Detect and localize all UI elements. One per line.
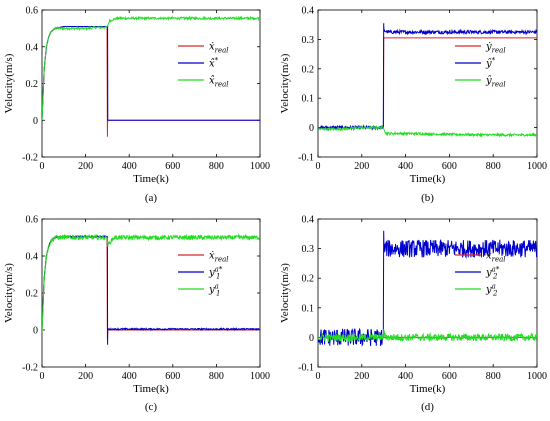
x-tick-label: 800	[486, 161, 501, 172]
y-axis-label: Velocity(m/s)	[3, 53, 15, 113]
x-tick-label: 600	[442, 371, 457, 382]
x-tick-label: 1000	[250, 371, 270, 382]
y-tick-label: 0.3	[302, 35, 315, 46]
x-tick-label: 0	[40, 371, 45, 382]
axes-box	[41, 218, 261, 368]
series-line-3	[42, 233, 260, 332]
chart-panel-2: 0 200 400 600 800 1000-0.100.10.20.30.4ẏrealŷ…	[279, 6, 547, 205]
y-tick-label: 0.1	[302, 303, 315, 314]
x-tick-label: 0	[40, 161, 45, 172]
y-tick-label: 0.2	[302, 64, 315, 75]
legend-label: ẏreal	[485, 42, 506, 55]
x-tick-label: 600	[165, 371, 180, 382]
y-tick-label: 0.4	[26, 42, 39, 53]
y-tick-label: -0.1	[298, 153, 314, 164]
y-tick-label: 0.1	[302, 94, 315, 105]
y-tick-label: 0	[309, 333, 314, 344]
x-tick-label: 1000	[250, 161, 270, 172]
x-tick-label: 200	[78, 371, 93, 382]
x-tick-label: 400	[122, 371, 137, 382]
series-line-2	[318, 230, 537, 347]
legend-label: x̂*	[209, 57, 219, 70]
x-tick-label: 200	[354, 371, 369, 382]
x-tick-label: 200	[78, 161, 93, 172]
chart-panel-1: 0 200 400 600 800 1000-0.200.20.40.6ẋrealx̂*x…	[3, 6, 270, 205]
series-line-3	[318, 124, 537, 138]
y-tick-label: 0.2	[26, 289, 39, 300]
y-tick-label: 0	[309, 123, 314, 134]
y-tick-label: -0.1	[298, 363, 314, 374]
x-axis-label: Time(k)	[133, 383, 169, 395]
series-line-3	[318, 329, 537, 343]
y-tick-label: 0.6	[26, 6, 39, 17]
legend-label: ya 2	[485, 283, 498, 298]
x-tick-label: 400	[398, 161, 413, 172]
legend-label: x̂real	[209, 76, 229, 89]
y-tick-label: 0.6	[26, 215, 39, 226]
y-tick-label: 0.4	[26, 252, 39, 263]
chart-panel-4: 0 200 400 600 800 1000-0.100.10.20.30.4ẋrealy…	[279, 215, 547, 414]
x-tick-label: 0	[316, 371, 321, 382]
x-tick-label: 1000	[527, 161, 547, 172]
axes-box	[41, 9, 261, 158]
x-tick-label: 400	[122, 161, 137, 172]
x-tick-label: 600	[442, 161, 457, 172]
axes-box	[317, 218, 538, 368]
series-line-3	[42, 15, 260, 120]
legend-label: ya* 1	[208, 266, 223, 281]
legend-label: ya 1	[208, 283, 220, 298]
y-tick-label: 0	[33, 116, 38, 127]
panel-caption: (d)	[421, 401, 434, 413]
x-axis-label: Time(k)	[133, 173, 169, 185]
panel-caption: (c)	[145, 401, 158, 413]
panel-caption: (b)	[421, 192, 434, 204]
x-axis-label: Time(k)	[410, 173, 446, 185]
legend-label: ẋreal	[486, 251, 506, 264]
panel-caption: (a)	[145, 192, 158, 204]
x-tick-label: 800	[486, 371, 501, 382]
legend-label: ẋreal	[209, 251, 229, 264]
y-axis-label: Velocity(m/s)	[3, 263, 15, 323]
y-tick-label: -0.2	[22, 153, 38, 164]
y-tick-label: 0.4	[302, 215, 315, 226]
y-tick-label: -0.2	[22, 363, 38, 374]
y-axis-label: Velocity(m/s)	[279, 263, 291, 323]
y-tick-label: 0.4	[302, 6, 315, 17]
y-tick-label: 0.2	[302, 274, 315, 285]
y-axis-label: Velocity(m/s)	[279, 53, 291, 113]
legend-label: ŷreal	[485, 76, 506, 89]
axes-box	[317, 9, 538, 158]
x-tick-label: 800	[209, 371, 224, 382]
y-tick-label: 0.2	[26, 79, 39, 90]
legend-label: ŷ*	[485, 57, 496, 70]
x-tick-label: 200	[354, 161, 369, 172]
legend-label: ya* 2	[485, 266, 500, 281]
x-tick-label: 800	[209, 161, 224, 172]
x-axis-label: Time(k)	[410, 383, 446, 395]
y-tick-label: 0.3	[302, 244, 315, 255]
legend-label: ẋreal	[209, 42, 229, 55]
x-tick-label: 1000	[527, 371, 547, 382]
y-tick-label: 0	[33, 326, 38, 337]
x-tick-label: 400	[398, 371, 413, 382]
x-tick-label: 0	[316, 161, 321, 172]
x-tick-label: 600	[165, 161, 180, 172]
